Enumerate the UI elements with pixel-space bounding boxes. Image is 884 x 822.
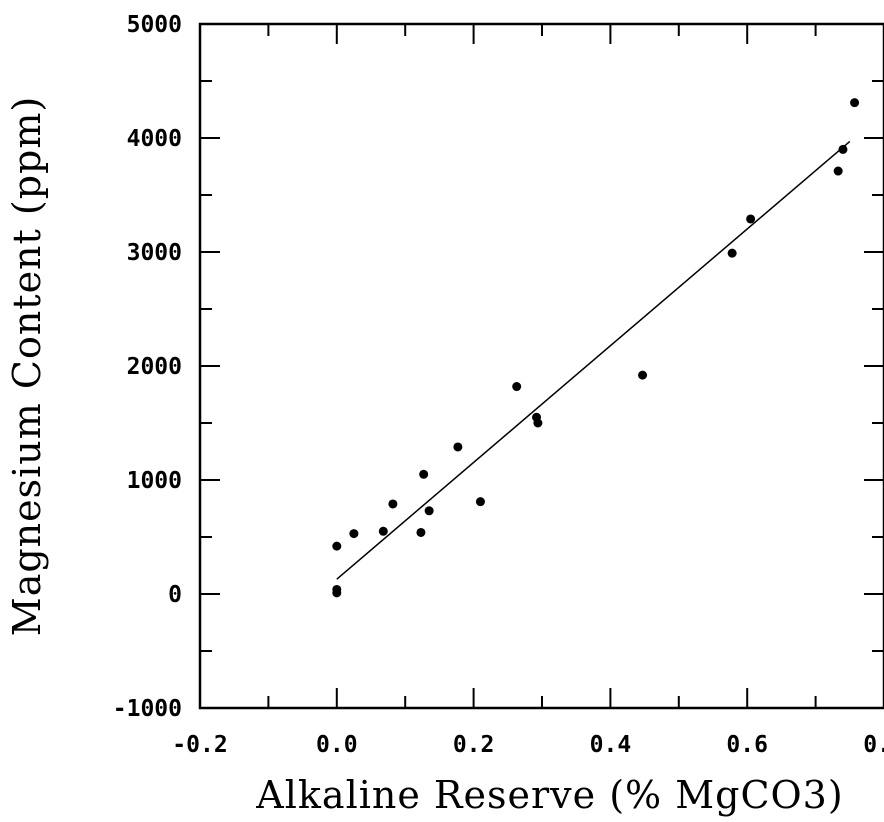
tick-labels: -0.2 0.0 0.2 0.4 0.6 0.8 -1000 0 1000 2000 3000 400…	[113, 12, 884, 758]
x-tick-label: 0.2	[453, 732, 495, 758]
data-point	[838, 144, 848, 154]
data-point	[416, 527, 426, 537]
y-axis-label: Magnesium Content (ppm)	[5, 96, 49, 636]
y-tick-label: 5000	[127, 12, 182, 38]
data-point	[388, 499, 398, 509]
plot-frame	[198, 22, 884, 710]
x-tick-label: 0.6	[726, 732, 768, 758]
data-point	[512, 382, 522, 392]
data-point	[833, 166, 843, 176]
data-point	[850, 98, 860, 108]
x-axis-label: Alkaline Reserve (% MgCO3)	[255, 773, 843, 817]
data-point	[475, 497, 485, 507]
y-tick-label: 1000	[127, 468, 182, 494]
y-tick-label: -1000	[113, 696, 182, 722]
x-tick-label: 0.4	[590, 732, 632, 758]
y-tick-label: 4000	[127, 126, 182, 152]
data-point	[332, 588, 342, 598]
x-tick-label: 0.8	[863, 732, 884, 758]
data-point	[349, 529, 359, 539]
y-tick-label: 0	[168, 582, 182, 608]
fit-line	[336, 140, 851, 580]
y-tick-label: 3000	[127, 240, 182, 266]
data-point	[727, 248, 737, 258]
data-point	[424, 506, 434, 516]
data-point	[419, 469, 429, 479]
data-point	[746, 214, 756, 224]
data-point	[378, 526, 388, 536]
data-point	[332, 541, 342, 551]
data-point	[533, 418, 543, 428]
y-tick-label: 2000	[127, 354, 182, 380]
axis-ticks	[199, 23, 884, 709]
data-point	[453, 442, 463, 452]
regression-fit	[336, 140, 851, 580]
data-point	[638, 370, 648, 380]
x-tick-label: 0.0	[316, 732, 358, 758]
data-points	[332, 98, 860, 598]
x-tick-label: -0.2	[172, 732, 227, 758]
